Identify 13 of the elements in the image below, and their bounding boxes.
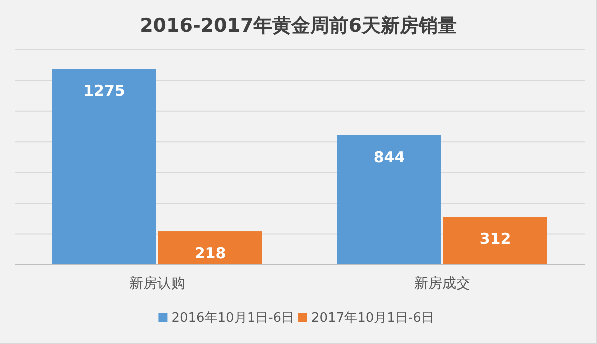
chart-title: 2016-2017年黄金周前6天新房销量	[140, 15, 457, 37]
data-label: 218	[194, 244, 226, 263]
data-label: 844	[374, 148, 406, 166]
data-label: 1275	[84, 82, 126, 100]
legend-label: 2016年10月1日-6日	[172, 311, 295, 326]
bar	[444, 217, 548, 265]
x-tick-label: 新房成交	[414, 276, 470, 292]
x-tick-label: 新房认购	[130, 276, 186, 292]
bar	[338, 135, 442, 265]
bar	[158, 232, 262, 265]
data-label: 312	[480, 230, 512, 248]
bar	[52, 69, 156, 265]
legend-label: 2017年10月1日-6日	[312, 311, 434, 326]
